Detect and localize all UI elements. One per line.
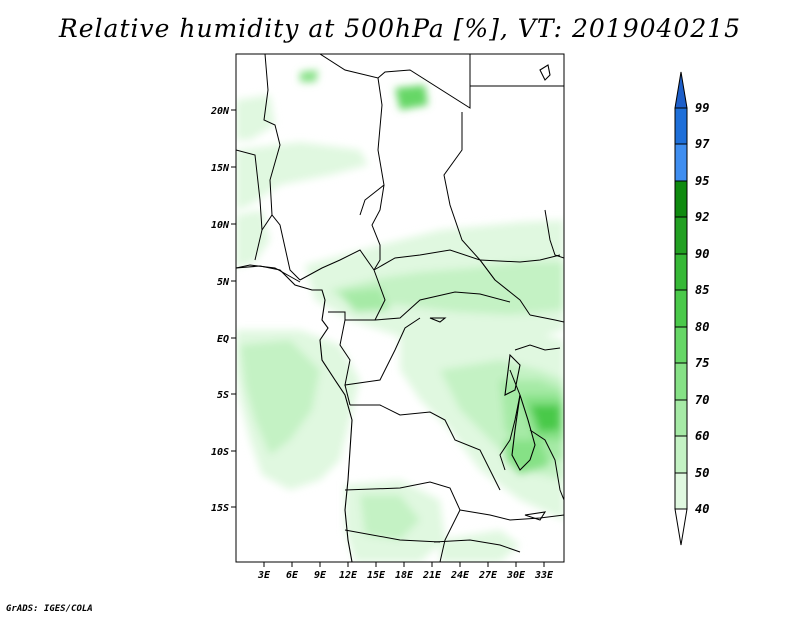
colorbar-segment-90-92 <box>674 216 688 255</box>
lat-label-10s: 10S <box>211 447 229 458</box>
colorbar-label-80: 80 <box>695 320 709 334</box>
lat-label-5s: 5S <box>217 390 229 401</box>
colorbar-label-95: 95 <box>695 174 709 188</box>
lat-label-15s: 15S <box>211 503 229 514</box>
lon-label-9e: 9E <box>314 570 327 581</box>
colorbar-segment-60-70 <box>674 399 688 437</box>
colorbar-segment-50-60 <box>674 435 688 474</box>
lat-label-20n: 20N <box>210 106 230 117</box>
colorbar-segment-95-97 <box>674 143 688 182</box>
lon-label-30e: 30E <box>506 570 526 581</box>
lon-labels: 3E 6E 9E 12E 15E 18E 21E 24E 27E 30E 33E <box>257 570 554 581</box>
lat-label-eq: EQ <box>217 334 229 345</box>
lon-label-6e: 6E <box>286 570 299 581</box>
lon-label-12e: 12E <box>339 570 358 581</box>
lon-label-21e: 21E <box>422 570 442 581</box>
colorbar-segment-70-75 <box>674 362 688 401</box>
colorbar-label-50: 50 <box>695 466 709 480</box>
lon-label-3e: 3E <box>257 570 271 581</box>
map-frame <box>235 53 565 563</box>
colorbar-segment-40-50 <box>674 472 688 510</box>
lat-labels: 20N 15N 10N 5N EQ 5S 10S 15S <box>210 106 230 514</box>
lat-label-10n: 10N <box>211 220 230 231</box>
colorbar-label-90: 90 <box>695 247 709 261</box>
lat-ticks <box>231 109 236 508</box>
lat-label-15n: 15N <box>211 163 230 174</box>
lon-label-18e: 18E <box>395 570 414 581</box>
colorbar-bottom-cap <box>674 508 688 546</box>
colorbar-label-40: 40 <box>695 502 709 516</box>
lon-label-27e: 27E <box>478 570 498 581</box>
colorbar-label-92: 92 <box>695 210 709 224</box>
country-borders <box>236 54 564 562</box>
coastline <box>236 64 551 562</box>
map-title: Relative humidity at 500hPa [%], VT: 201… <box>58 14 742 43</box>
lat-label-5n: 5N <box>217 277 230 288</box>
lon-label-33e: 33E <box>534 570 554 581</box>
lon-label-15e: 15E <box>367 570 386 581</box>
colorbar-label-85: 85 <box>695 283 709 297</box>
colorbar-segment-85-90 <box>674 253 688 291</box>
colorbar-segment-97-99 <box>674 107 688 145</box>
lon-ticks <box>263 562 545 567</box>
colorbar-label-60: 60 <box>695 429 709 443</box>
colorbar-segment-75-80 <box>674 326 688 364</box>
grads-credit: GrADS: IGES/COLA <box>6 604 93 614</box>
colorbar-segment-80-85 <box>674 289 688 328</box>
lon-label-24e: 24E <box>450 570 470 581</box>
colorbar-label-70: 70 <box>695 393 709 407</box>
colorbar-label-97: 97 <box>695 137 710 151</box>
colorbar-top-cap <box>674 71 688 109</box>
colorbar: 99 97 95 92 90 85 80 75 70 60 50 40 <box>674 71 710 546</box>
colorbar-label-75: 75 <box>695 356 709 370</box>
colorbar-segment-92-95 <box>674 180 688 218</box>
colorbar-label-99: 99 <box>695 101 709 115</box>
